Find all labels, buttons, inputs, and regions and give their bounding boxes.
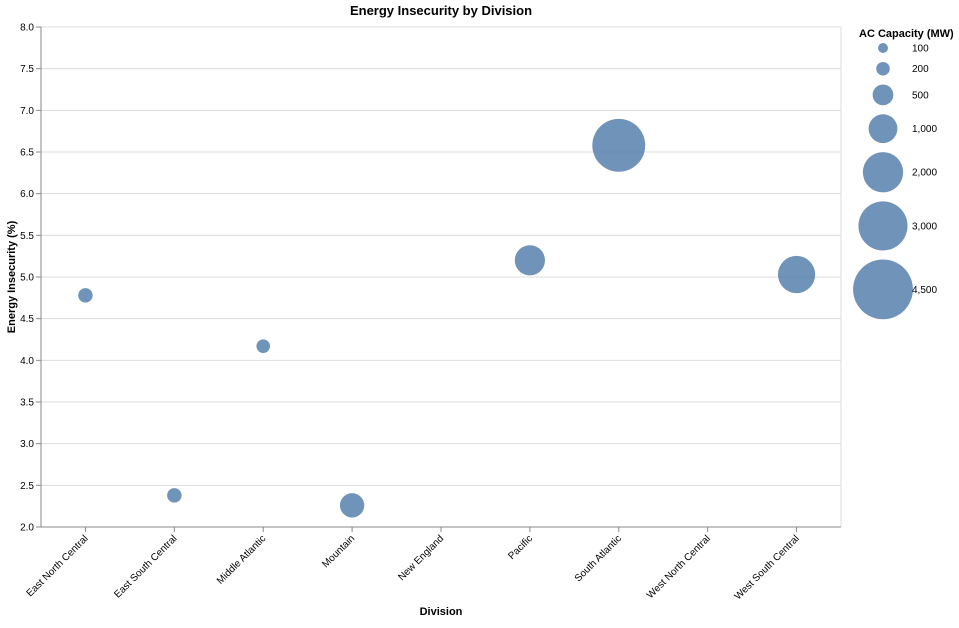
data-point[interactable]: [339, 493, 365, 518]
data-point[interactable]: [256, 339, 271, 353]
legend-symbol: [872, 84, 894, 106]
legend-symbol: [878, 43, 888, 53]
legend-label: 2,000: [912, 168, 937, 179]
x-tick-label: Middle Atlantic: [215, 533, 268, 586]
y-tick-label: 2.5: [20, 481, 34, 492]
size-legend: AC Capacity (MW) 100 200 500 1,000 2,000 3,00…: [853, 28, 954, 320]
data-point[interactable]: [78, 288, 93, 303]
legend-title: AC Capacity (MW): [859, 28, 954, 40]
data-point[interactable]: [777, 255, 816, 294]
y-tick-label: 3.0: [20, 439, 34, 450]
data-point[interactable]: [167, 488, 182, 503]
y-tick-label: 8.0: [20, 23, 34, 34]
y-tick-label: 6.5: [20, 148, 34, 159]
y-tick-label: 3.5: [20, 398, 34, 409]
x-tick-label: New England: [396, 533, 446, 583]
legend-symbol: [858, 201, 908, 251]
y-tick-label: 7.5: [20, 64, 34, 75]
chart-title: Energy Insecurity by Division: [350, 3, 532, 18]
legend-label: 200: [912, 64, 929, 75]
x-axis-title: Division: [420, 606, 463, 618]
x-tick-label: East South Central: [112, 533, 179, 600]
legend-symbol: [862, 152, 904, 193]
data-point[interactable]: [592, 118, 646, 172]
data-point[interactable]: [514, 245, 545, 276]
legend-label: 3,000: [912, 221, 937, 232]
grid-lines: [41, 26, 842, 528]
y-tick-label: 5.5: [20, 231, 34, 242]
y-tick-label: 4.5: [20, 314, 34, 325]
y-tick-label: 7.0: [20, 106, 34, 117]
legend-label: 4,500: [912, 285, 937, 296]
legend-label: 1,000: [912, 124, 937, 135]
legend-symbol: [853, 259, 913, 320]
y-tick-label: 5.0: [20, 273, 34, 284]
legend-symbol: [876, 61, 890, 76]
axes: 2.0 2.5 3.0 3.5 4.0 4.5 5.0 5.5 6.0 6.5 7.0 7.5 8.0 E…: [20, 23, 841, 602]
x-tick-label: South Atlantic: [573, 533, 624, 584]
x-tick-label: West North Central: [645, 533, 713, 601]
legend-symbol: [868, 114, 898, 144]
x-tick-label: East North Central: [25, 533, 91, 599]
x-tick-label: Mountain: [320, 533, 357, 570]
x-tick-label: West South Central: [733, 533, 802, 602]
legend-label: 100: [912, 43, 929, 54]
x-tick-label: Pacific: [506, 533, 535, 562]
y-tick-label: 6.0: [20, 189, 34, 200]
legend-label: 500: [912, 90, 929, 101]
y-tick-label: 2.0: [20, 523, 34, 534]
data-points: [78, 118, 816, 518]
y-axis-title: Energy Insecurity (%): [6, 220, 18, 333]
y-tick-label: 4.0: [20, 356, 34, 367]
